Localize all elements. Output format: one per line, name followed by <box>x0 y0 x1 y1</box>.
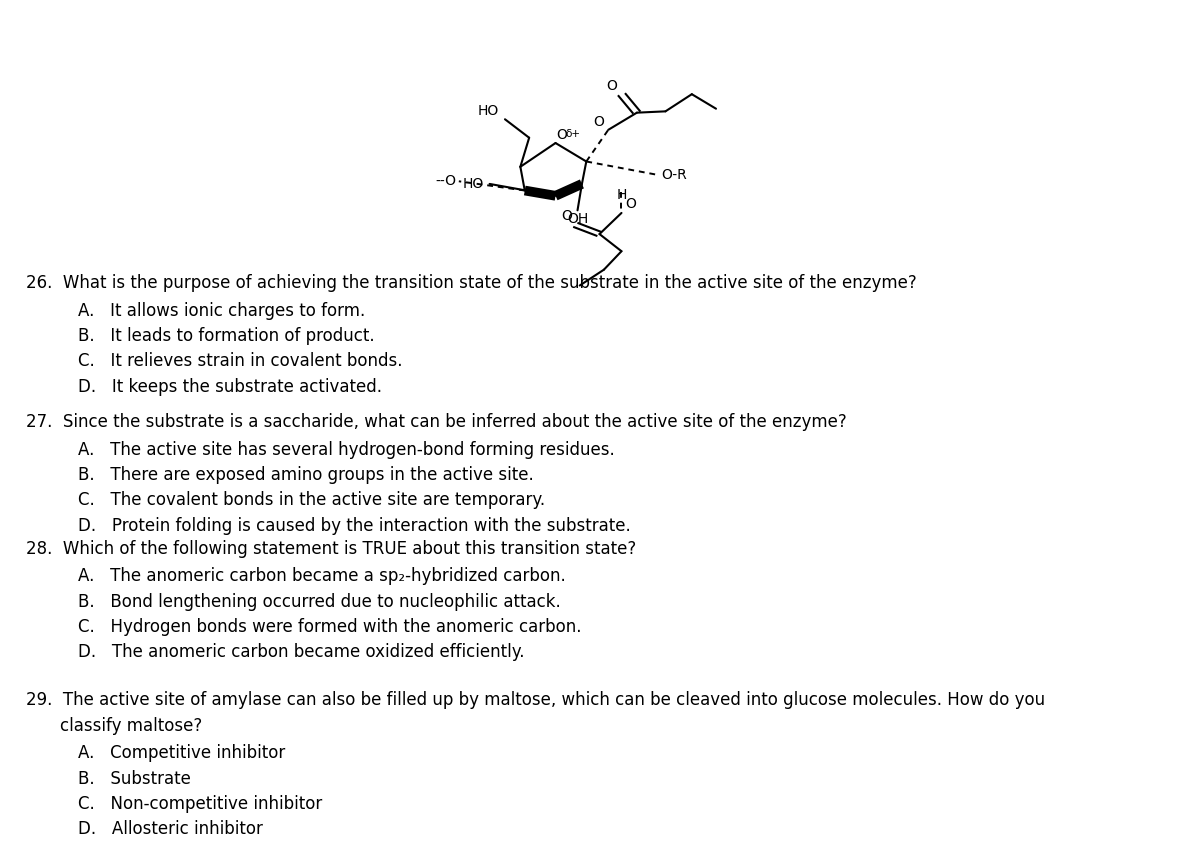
Text: classify maltose?: classify maltose? <box>60 717 203 734</box>
Text: δ+: δ+ <box>565 129 580 139</box>
Text: --O: --O <box>435 175 457 188</box>
Text: 26.  What is the purpose of achieving the transition state of the substrate in t: 26. What is the purpose of achieving the… <box>26 274 917 292</box>
Text: 27.  Since the substrate is a saccharide, what can be inferred about the active : 27. Since the substrate is a saccharide,… <box>26 413 848 431</box>
Text: H: H <box>616 188 627 201</box>
Text: C.   The covalent bonds in the active site are temporary.: C. The covalent bonds in the active site… <box>78 491 546 509</box>
Text: O: O <box>607 79 617 93</box>
Text: 29.  The active site of amylase can also be filled up by maltose, which can be c: 29. The active site of amylase can also … <box>26 691 1046 709</box>
Text: 28.  Which of the following statement is TRUE about this transition state?: 28. Which of the following statement is … <box>26 540 637 557</box>
Text: A.   It allows ionic charges to form.: A. It allows ionic charges to form. <box>78 302 366 319</box>
Text: O: O <box>594 115 604 128</box>
Text: O-R: O-R <box>661 168 687 182</box>
Text: B.   Substrate: B. Substrate <box>78 770 191 787</box>
Text: B.   Bond lengthening occurred due to nucleophilic attack.: B. Bond lengthening occurred due to nucl… <box>78 593 561 610</box>
Text: D.   Protein folding is caused by the interaction with the substrate.: D. Protein folding is caused by the inte… <box>78 517 631 534</box>
Text: C.   It relieves strain in covalent bonds.: C. It relieves strain in covalent bonds. <box>78 352 403 370</box>
Text: C.   Hydrogen bonds were formed with the anomeric carbon.: C. Hydrogen bonds were formed with the a… <box>78 618 582 636</box>
Text: O: O <box>556 127 567 142</box>
Text: D.   Allosteric inhibitor: D. Allosteric inhibitor <box>78 820 263 838</box>
Text: HO: HO <box>463 177 484 191</box>
Text: A.   Competitive inhibitor: A. Competitive inhibitor <box>78 744 285 762</box>
Text: HO: HO <box>477 104 499 118</box>
Text: B.   There are exposed amino groups in the active site.: B. There are exposed amino groups in the… <box>78 466 534 484</box>
Text: D.   It keeps the substrate activated.: D. It keeps the substrate activated. <box>78 378 382 395</box>
Text: A.   The anomeric carbon became a sp₂-hybridized carbon.: A. The anomeric carbon became a sp₂-hybr… <box>78 567 566 585</box>
Text: B.   It leads to formation of product.: B. It leads to formation of product. <box>78 327 374 345</box>
Text: D.   The anomeric carbon became oxidized efficiently.: D. The anomeric carbon became oxidized e… <box>78 643 524 661</box>
Text: O: O <box>625 196 635 211</box>
Text: A.   The active site has several hydrogen-bond forming residues.: A. The active site has several hydrogen-… <box>78 441 615 459</box>
Text: C.   Non-competitive inhibitor: C. Non-competitive inhibitor <box>78 795 323 813</box>
Text: OH: OH <box>567 212 589 227</box>
Text: O: O <box>561 209 572 223</box>
